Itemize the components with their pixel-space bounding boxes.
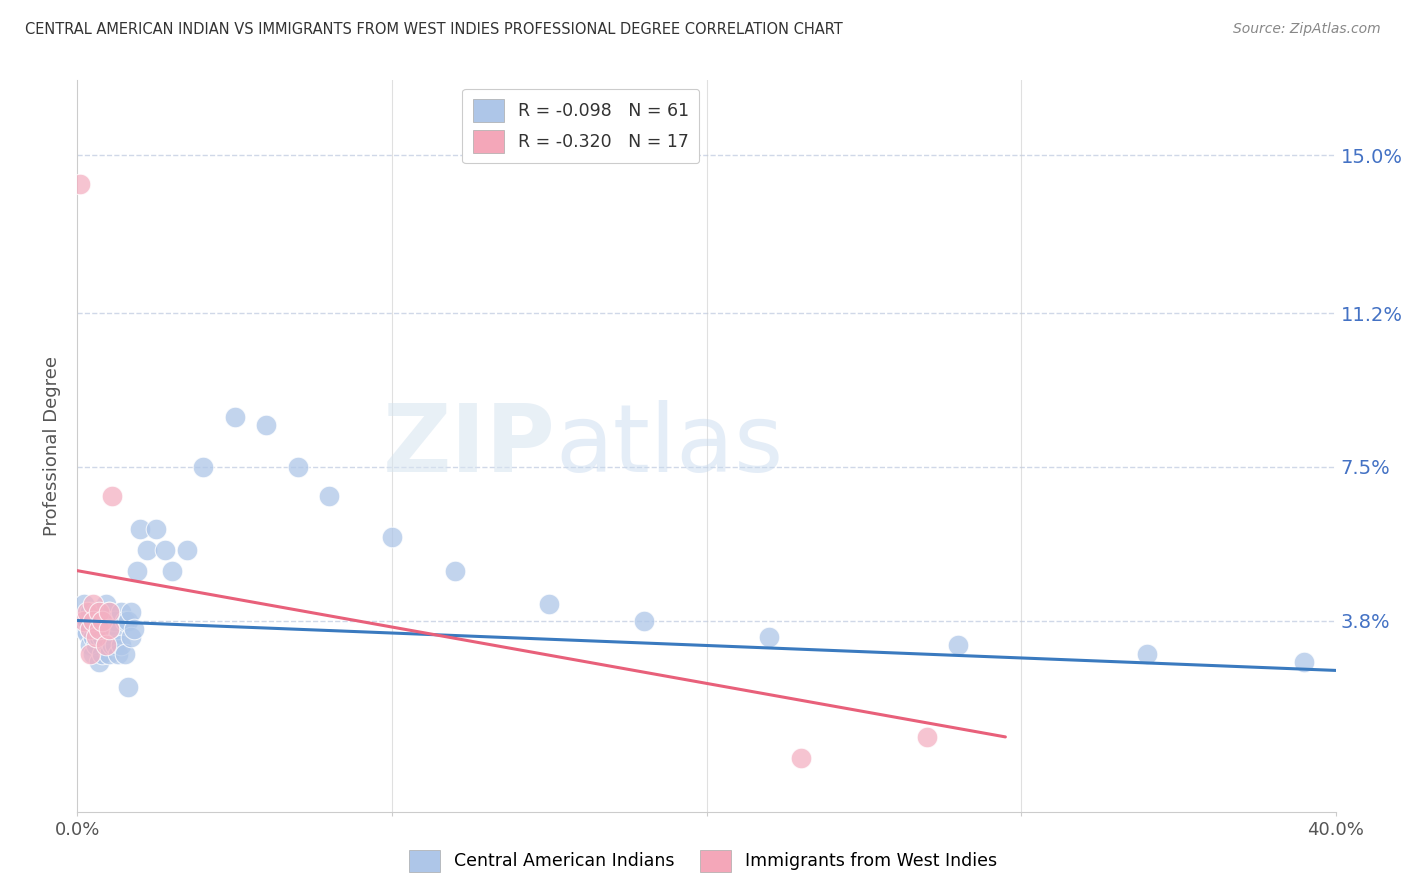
- Text: ZIP: ZIP: [382, 400, 555, 492]
- Point: [107, 622, 129, 636]
- Point: [82, 647, 104, 661]
- Point: [160, 564, 183, 578]
- Point: [127, 564, 149, 578]
- Point: [254, 418, 277, 433]
- Point: [101, 639, 124, 653]
- Point: [1294, 655, 1316, 669]
- Point: [72, 597, 94, 611]
- Point: [84, 630, 107, 644]
- Point: [114, 647, 136, 661]
- Point: [84, 605, 107, 619]
- Point: [76, 614, 98, 628]
- Legend: R = -0.098   N = 61, R = -0.320   N = 17: R = -0.098 N = 61, R = -0.320 N = 17: [463, 89, 699, 163]
- Point: [79, 605, 101, 619]
- Point: [89, 614, 111, 628]
- Point: [758, 630, 780, 644]
- Point: [89, 630, 111, 644]
- Point: [114, 614, 136, 628]
- Point: [381, 530, 404, 544]
- Text: atlas: atlas: [555, 400, 783, 492]
- Point: [76, 626, 98, 640]
- Point: [120, 605, 142, 619]
- Point: [191, 459, 215, 474]
- Point: [94, 614, 117, 628]
- Point: [97, 647, 120, 661]
- Point: [89, 605, 111, 619]
- Point: [89, 655, 111, 669]
- Point: [97, 622, 120, 636]
- Point: [72, 622, 94, 636]
- Point: [89, 622, 111, 636]
- Point: [120, 630, 142, 644]
- Point: [444, 564, 467, 578]
- Point: [82, 597, 104, 611]
- Point: [129, 522, 152, 536]
- Point: [538, 597, 561, 611]
- Text: CENTRAL AMERICAN INDIAN VS IMMIGRANTS FROM WEST INDIES PROFESSIONAL DEGREE CORRE: CENTRAL AMERICAN INDIAN VS IMMIGRANTS FR…: [25, 22, 844, 37]
- Point: [155, 542, 177, 557]
- Point: [110, 605, 132, 619]
- Point: [915, 730, 938, 744]
- Point: [79, 639, 101, 653]
- Legend: Central American Indians, Immigrants from West Indies: Central American Indians, Immigrants fro…: [402, 843, 1004, 879]
- Point: [94, 639, 117, 653]
- Point: [790, 750, 813, 764]
- Point: [135, 542, 157, 557]
- Point: [79, 622, 101, 636]
- Point: [117, 614, 139, 628]
- Point: [91, 614, 114, 628]
- Point: [101, 489, 124, 503]
- Point: [94, 630, 117, 644]
- Point: [82, 630, 104, 644]
- Point: [122, 622, 145, 636]
- Point: [104, 614, 127, 628]
- Point: [97, 622, 120, 636]
- Point: [107, 647, 129, 661]
- Point: [91, 647, 114, 661]
- Point: [84, 639, 107, 653]
- Point: [69, 177, 91, 191]
- Point: [287, 459, 309, 474]
- Point: [633, 614, 655, 628]
- Point: [104, 639, 127, 653]
- Point: [1136, 647, 1159, 661]
- Point: [79, 622, 101, 636]
- Point: [72, 614, 94, 628]
- Point: [97, 605, 120, 619]
- Point: [101, 614, 124, 628]
- Point: [176, 542, 198, 557]
- Point: [318, 489, 340, 503]
- Point: [224, 409, 246, 424]
- Point: [948, 639, 970, 653]
- Point: [97, 605, 120, 619]
- Point: [117, 680, 139, 694]
- Point: [82, 614, 104, 628]
- Point: [145, 522, 167, 536]
- Point: [94, 597, 117, 611]
- Point: [82, 614, 104, 628]
- Point: [69, 614, 91, 628]
- Y-axis label: Professional Degree: Professional Degree: [44, 356, 62, 536]
- Point: [91, 614, 114, 628]
- Point: [76, 605, 98, 619]
- Point: [79, 647, 101, 661]
- Point: [110, 639, 132, 653]
- Point: [91, 630, 114, 644]
- Text: Source: ZipAtlas.com: Source: ZipAtlas.com: [1233, 22, 1381, 37]
- Point: [84, 622, 107, 636]
